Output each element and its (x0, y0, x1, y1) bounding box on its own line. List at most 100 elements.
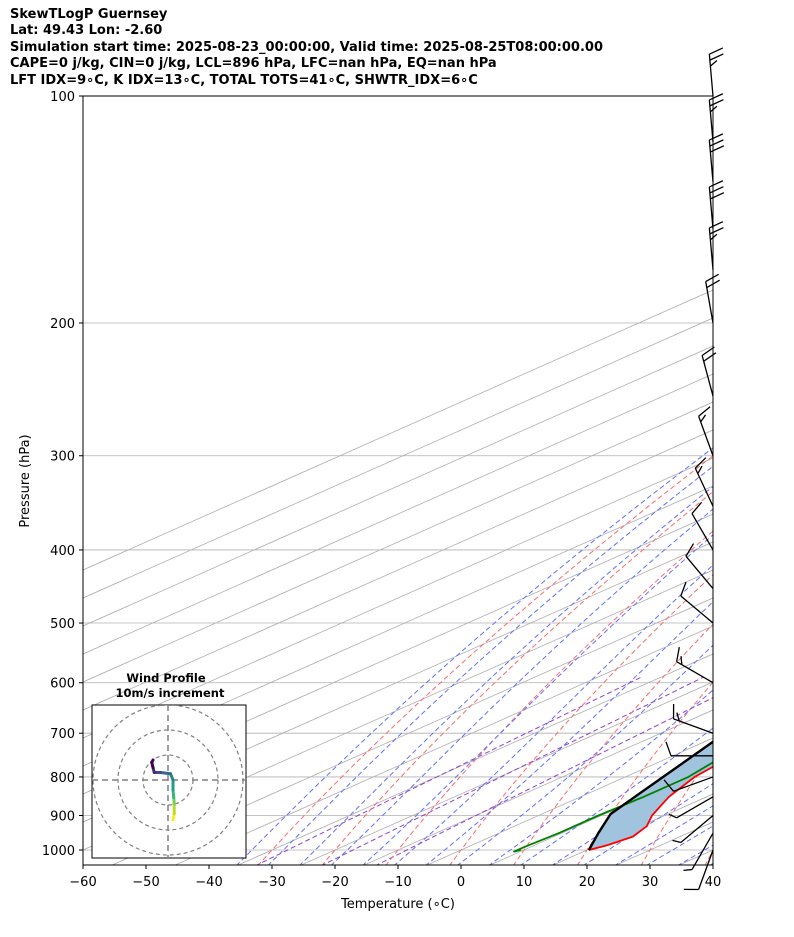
index-line: LFT IDX=9∘C, K IDX=13∘C, TOTAL TOTS=41∘C… (10, 72, 478, 88)
moist-adiabat (236, 447, 713, 865)
wind-barb-flag (697, 465, 703, 474)
y-tick-label: 700 (50, 727, 75, 742)
header-block: SkewTLogP Guernsey Lat: 49.43 Lon: -2.60… (10, 7, 603, 89)
wind-barb-flag (710, 145, 725, 153)
stability-line: CAPE=0 j/kg, CIN=0 j/kg, LCL=896 hPa, LF… (10, 56, 497, 72)
wind-barb (672, 703, 714, 734)
time-line: Simulation start time: 2025-08-23_00:00:… (10, 39, 603, 55)
cin-shading (588, 741, 713, 850)
wind-barb-flag (705, 273, 719, 283)
wind-barb-flag (683, 868, 693, 872)
wind-barb-flag (680, 656, 683, 665)
y-tick-label: 900 (50, 809, 75, 824)
y-tick-label: 400 (50, 544, 75, 559)
wind-barb (663, 776, 714, 792)
parcel-line (587, 740, 713, 851)
wind-barb-flag (663, 779, 675, 792)
wind-barb-flag (709, 93, 724, 101)
wind-barb-flag (701, 346, 715, 357)
wind-barb-staff (698, 849, 714, 890)
x-tick-label: 20 (579, 875, 596, 890)
dry-adiabat (769, 96, 794, 866)
moist-adiabat (425, 601, 713, 865)
location-line: Lat: 49.43 Lon: -2.60 (10, 23, 163, 39)
moist-adiabat (393, 564, 713, 865)
wind-barb-flag (709, 47, 724, 55)
isotherm-gridline (679, 849, 713, 865)
dry-adiabat (321, 491, 713, 865)
mixing-ratio-line (255, 676, 642, 865)
isotherm-gridline (83, 401, 713, 683)
wind-barb-staff (691, 513, 714, 551)
x-tick-label: −30 (258, 875, 285, 890)
wind-barb-flag (710, 192, 725, 200)
dry-adiabat (513, 623, 713, 865)
inset-subtitle: 10m/s increment (116, 686, 225, 700)
temperature-line (588, 765, 713, 851)
y-tick-label: 300 (50, 450, 75, 465)
wind-barb-flag (700, 414, 707, 423)
isotherm-gridline (83, 345, 713, 627)
wind-barb-flag (709, 105, 718, 113)
wind-barb-flag (709, 139, 724, 147)
wind-barb (691, 501, 714, 551)
wind-barb-flag (709, 233, 718, 241)
isotherm-gridline (83, 541, 713, 823)
wind-barb-flag (709, 227, 724, 235)
wind-barb-flag (709, 133, 724, 141)
moist-adiabat (267, 465, 713, 865)
wind-barb (683, 849, 714, 891)
moist-adiabat (551, 757, 713, 865)
wind-barb-flag (709, 180, 724, 188)
wind-barb-flag (709, 186, 724, 194)
inset-background (91, 704, 247, 859)
wind-barb-staff (708, 140, 714, 182)
wind-barb-staff (685, 555, 714, 589)
wind-barb-flag (709, 60, 718, 67)
hodograph-segment (150, 758, 155, 764)
wind-barb-staff (673, 718, 714, 734)
wind-barb (708, 133, 725, 182)
wind-barb (694, 457, 714, 507)
wind-barb (685, 543, 714, 589)
x-axis-label: Temperature (∘C) (340, 897, 455, 912)
x-tick-label: 10 (516, 875, 533, 890)
y-tick-label: 600 (50, 677, 75, 692)
moist-adiabat (583, 783, 713, 865)
wind-barb-staff (680, 815, 714, 843)
chart-title: SkewTLogP Guernsey (10, 7, 168, 22)
y-tick-label: 1000 (42, 844, 75, 859)
wind-barb (708, 47, 724, 97)
isotherm-gridline (364, 709, 713, 865)
wind-barb (698, 406, 714, 456)
wind-barb (675, 646, 714, 684)
x-tick-label: −50 (132, 875, 159, 890)
wind-barb-staff (705, 281, 714, 324)
wind-barb (708, 221, 724, 270)
wind-barb (701, 346, 717, 397)
isotherm-gridline (83, 429, 713, 711)
wind-barb-flag (709, 221, 724, 229)
moist-adiabat (330, 508, 713, 865)
x-tick-label: 0 (457, 875, 465, 890)
wind-barb-flag (703, 352, 717, 362)
wind-barb-flag (672, 839, 681, 844)
wind-barb-flag (665, 741, 672, 757)
isotherm-gridline (238, 653, 713, 865)
wind-barb-staff (708, 99, 714, 142)
dry-adiabat (640, 752, 713, 865)
wind-barb (683, 832, 714, 872)
x-tick-label: 40 (705, 875, 722, 890)
wind-barb-flag (676, 712, 680, 722)
hodograph-segment (159, 771, 172, 776)
dry-adiabat (257, 455, 713, 865)
moist-adiabat (299, 485, 713, 865)
wind-barb (665, 741, 713, 757)
wind-barb-flag (680, 581, 687, 597)
wind-barb-staff (698, 416, 714, 456)
isotherm-gridline (112, 597, 713, 865)
y-tick-label: 800 (50, 771, 75, 786)
dry-adiabat (385, 530, 713, 865)
wind-barb (708, 93, 724, 142)
wind-barb-flag (709, 99, 724, 107)
